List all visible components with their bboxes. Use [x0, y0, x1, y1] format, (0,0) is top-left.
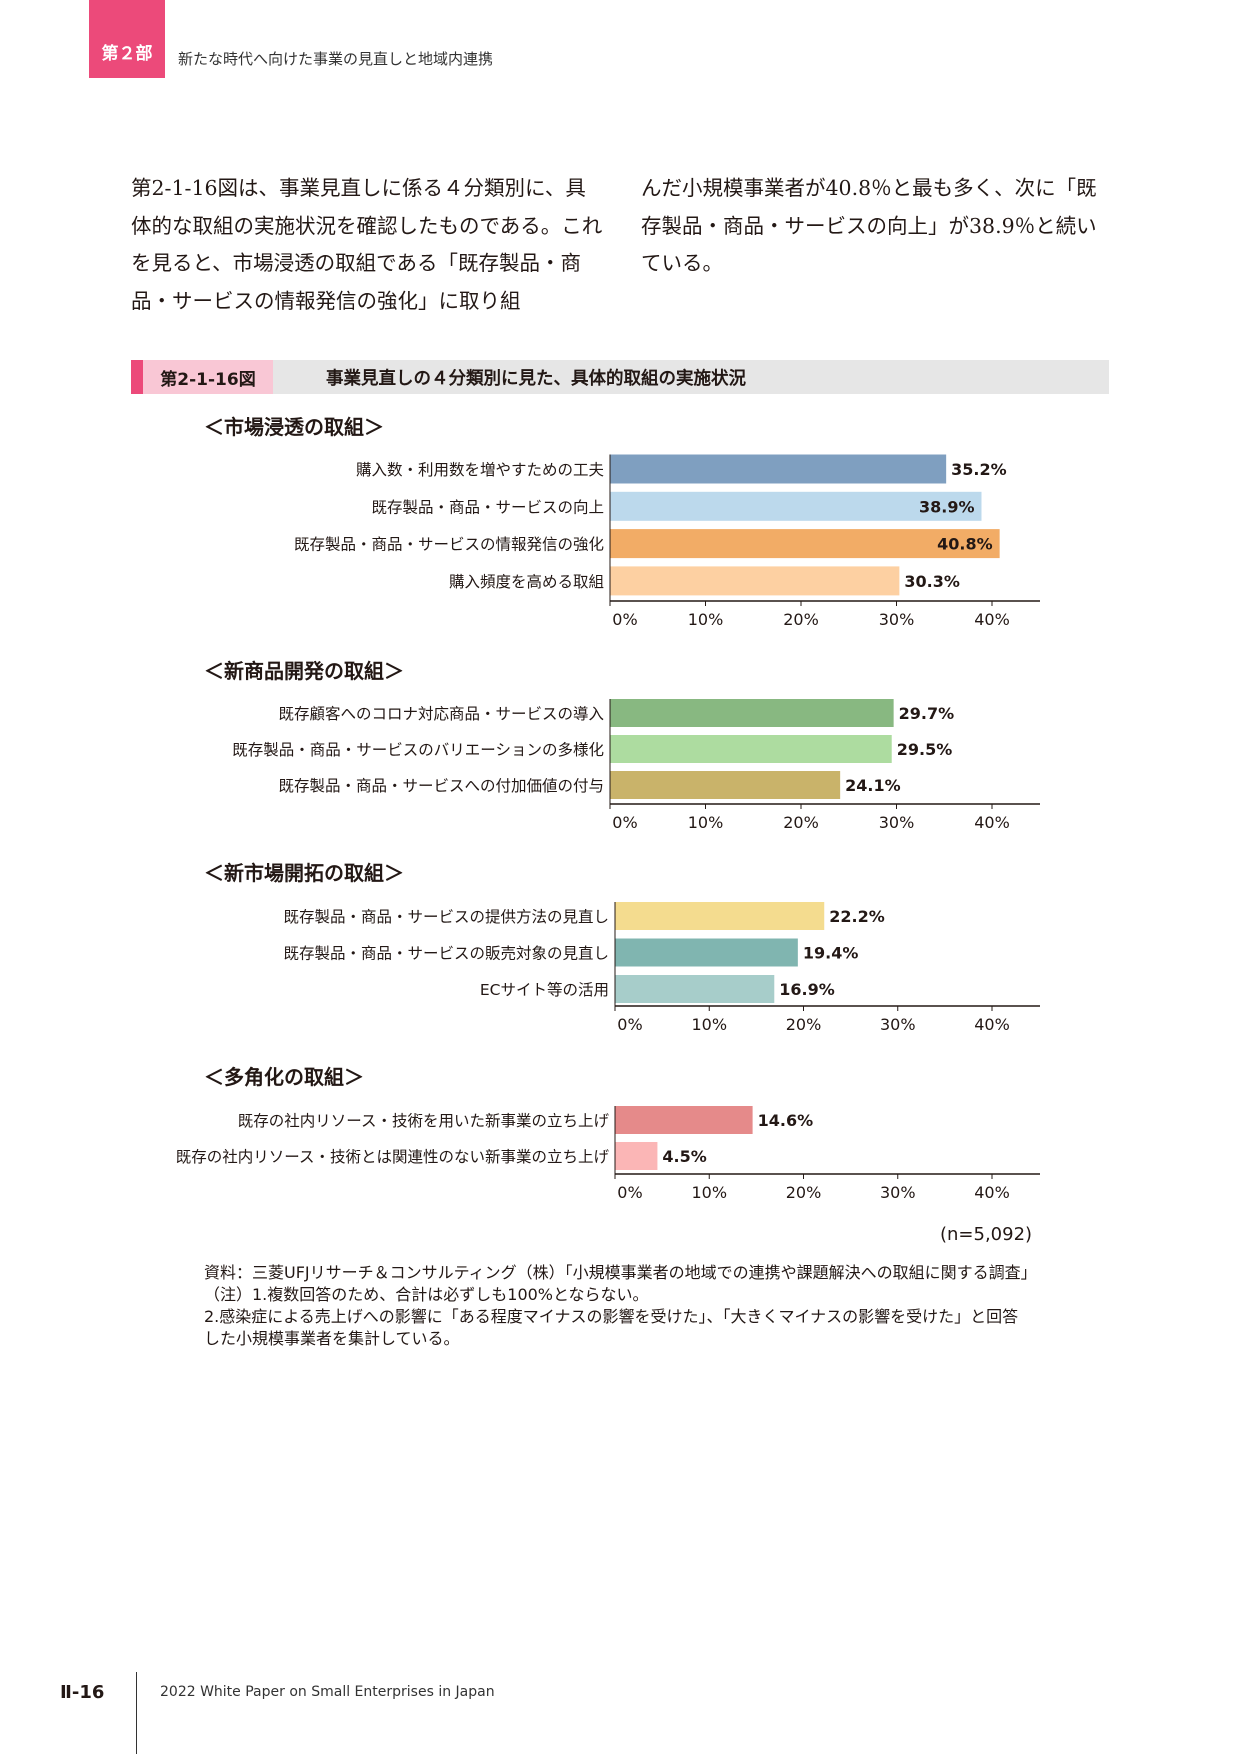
- bar: [610, 771, 841, 799]
- part-title: 新たな時代へ向けた事業の見直しと地域内連携: [178, 50, 494, 68]
- category-label: 既存の社内リソース・技術を用いた新事業の立ち上げ: [238, 1112, 610, 1130]
- tick-label: 0%: [617, 1183, 642, 1202]
- figure-accent: [131, 360, 143, 394]
- panel-title: ＜新商品開発の取組＞: [204, 659, 404, 683]
- bar: [610, 454, 947, 484]
- data-label: 14.6%: [758, 1111, 814, 1130]
- bar: [610, 699, 894, 727]
- bar: [615, 902, 825, 930]
- tick-label: 30%: [879, 813, 915, 832]
- category-label: 既存製品・商品・サービスの提供方法の見直し: [283, 908, 609, 926]
- note-2: 2.感染症による売上げへの影響に「ある程度マイナスの影響を受けた」、「大きくマイ…: [204, 1307, 1019, 1348]
- bar: [615, 1142, 658, 1170]
- bar: [610, 491, 982, 521]
- category-label: 購入数・利用数を増やすための工夫: [356, 461, 604, 479]
- part-tab: 第２部: [89, 0, 165, 78]
- category-label: ECサイト等の活用: [480, 981, 609, 999]
- category-label: 既存製品・商品・サービスのバリエーションの多様化: [232, 741, 604, 759]
- source-note: 資料：三菱UFJリサーチ＆コンサルティング（株）「小規模事業者の地域での連携や課…: [204, 1263, 1037, 1282]
- data-label: 24.1%: [845, 776, 901, 795]
- data-label: 40.8%: [937, 535, 993, 554]
- category-label: 既存製品・商品・サービスの販売対象の見直し: [283, 945, 609, 963]
- footer-divider: [136, 1672, 137, 1754]
- tick-label: 30%: [880, 1183, 916, 1202]
- panel-title: ＜市場浸透の取組＞: [204, 415, 384, 439]
- category-label: 既存の社内リソース・技術とは関連性のない新事業の立ち上げ: [176, 1148, 610, 1166]
- figure-header: 第2-1-16図 事業見直しの４分類別に見た、具体的取組の実施状況: [131, 360, 1109, 394]
- tick-label: 0%: [612, 813, 637, 832]
- category-label: 購入頻度を高める取組: [449, 573, 604, 591]
- data-label: 16.9%: [779, 980, 835, 999]
- tick-label: 40%: [974, 1183, 1010, 1202]
- figure-number: 第2-1-16図: [143, 360, 273, 394]
- note-1: （注）1.複数回答のため、合計は必ずしも100%とならない。: [204, 1285, 649, 1304]
- tick-label: 10%: [691, 1015, 727, 1034]
- figure-notes: 資料：三菱UFJリサーチ＆コンサルティング（株）「小規模事業者の地域での連携や課…: [204, 1262, 1037, 1350]
- tick-label: 40%: [974, 813, 1010, 832]
- category-label: 既存製品・商品・サービスの情報発信の強化: [294, 536, 604, 554]
- data-label: 29.7%: [899, 704, 955, 723]
- page-number: Ⅱ-16: [60, 1682, 105, 1703]
- panel-title: ＜新市場開拓の取組＞: [204, 861, 404, 885]
- tick-label: 20%: [783, 610, 819, 629]
- bar: [615, 1106, 753, 1134]
- tick-label: 40%: [974, 610, 1010, 629]
- tick-label: 10%: [691, 1183, 727, 1202]
- panel-title: ＜多角化の取組＞: [204, 1065, 364, 1089]
- data-label: 38.9%: [919, 497, 975, 516]
- data-label: 22.2%: [829, 907, 885, 926]
- figure-title: 事業見直しの４分類別に見た、具体的取組の実施状況: [326, 368, 746, 389]
- category-label: 既存製品・商品・サービスへの付加価値の付与: [278, 777, 604, 795]
- bar: [610, 529, 1000, 559]
- tick-label: 0%: [617, 1015, 642, 1034]
- bar: [615, 938, 798, 967]
- tick-label: 30%: [880, 1015, 916, 1034]
- tick-label: 20%: [783, 813, 819, 832]
- data-label: 19.4%: [803, 944, 859, 963]
- category-label: 既存製品・商品・サービスの向上: [371, 498, 604, 516]
- tick-label: 40%: [974, 1015, 1010, 1034]
- data-label: 30.3%: [904, 572, 960, 591]
- tick-label: 10%: [688, 610, 724, 629]
- sample-size-note: (n=5,092): [940, 1224, 1033, 1245]
- bar: [615, 975, 775, 1003]
- body-text-right: んだ小規模事業者が40.8％と最も多く、次に「既存製品・商品・サービスの向上」が…: [641, 176, 1097, 275]
- chart-area: ＜市場浸透の取組＞ 購入数・利用数を増やすための工夫 35.2% 既存製品・商品・サー…: [176, 415, 1040, 1202]
- tick-label: 20%: [786, 1183, 822, 1202]
- data-label: 35.2%: [951, 460, 1007, 479]
- part-label: 第２部: [101, 44, 153, 64]
- data-label: 4.5%: [662, 1147, 706, 1166]
- tick-label: 10%: [688, 813, 724, 832]
- tick-label: 30%: [879, 610, 915, 629]
- book-title: 2022 White Paper on Small Enterprises in…: [160, 1684, 495, 1700]
- data-label: 29.5%: [897, 740, 953, 759]
- tick-label: 0%: [612, 610, 637, 629]
- tick-label: 20%: [786, 1015, 822, 1034]
- bar: [610, 735, 892, 763]
- category-label: 既存顧客へのコロナ対応商品・サービスの導入: [278, 705, 604, 723]
- bar: [610, 566, 900, 596]
- body-text-left: 第2-1-16図は、事業見直しに係る４分類別に、具体的な取組の実施状況を確認した…: [131, 176, 603, 313]
